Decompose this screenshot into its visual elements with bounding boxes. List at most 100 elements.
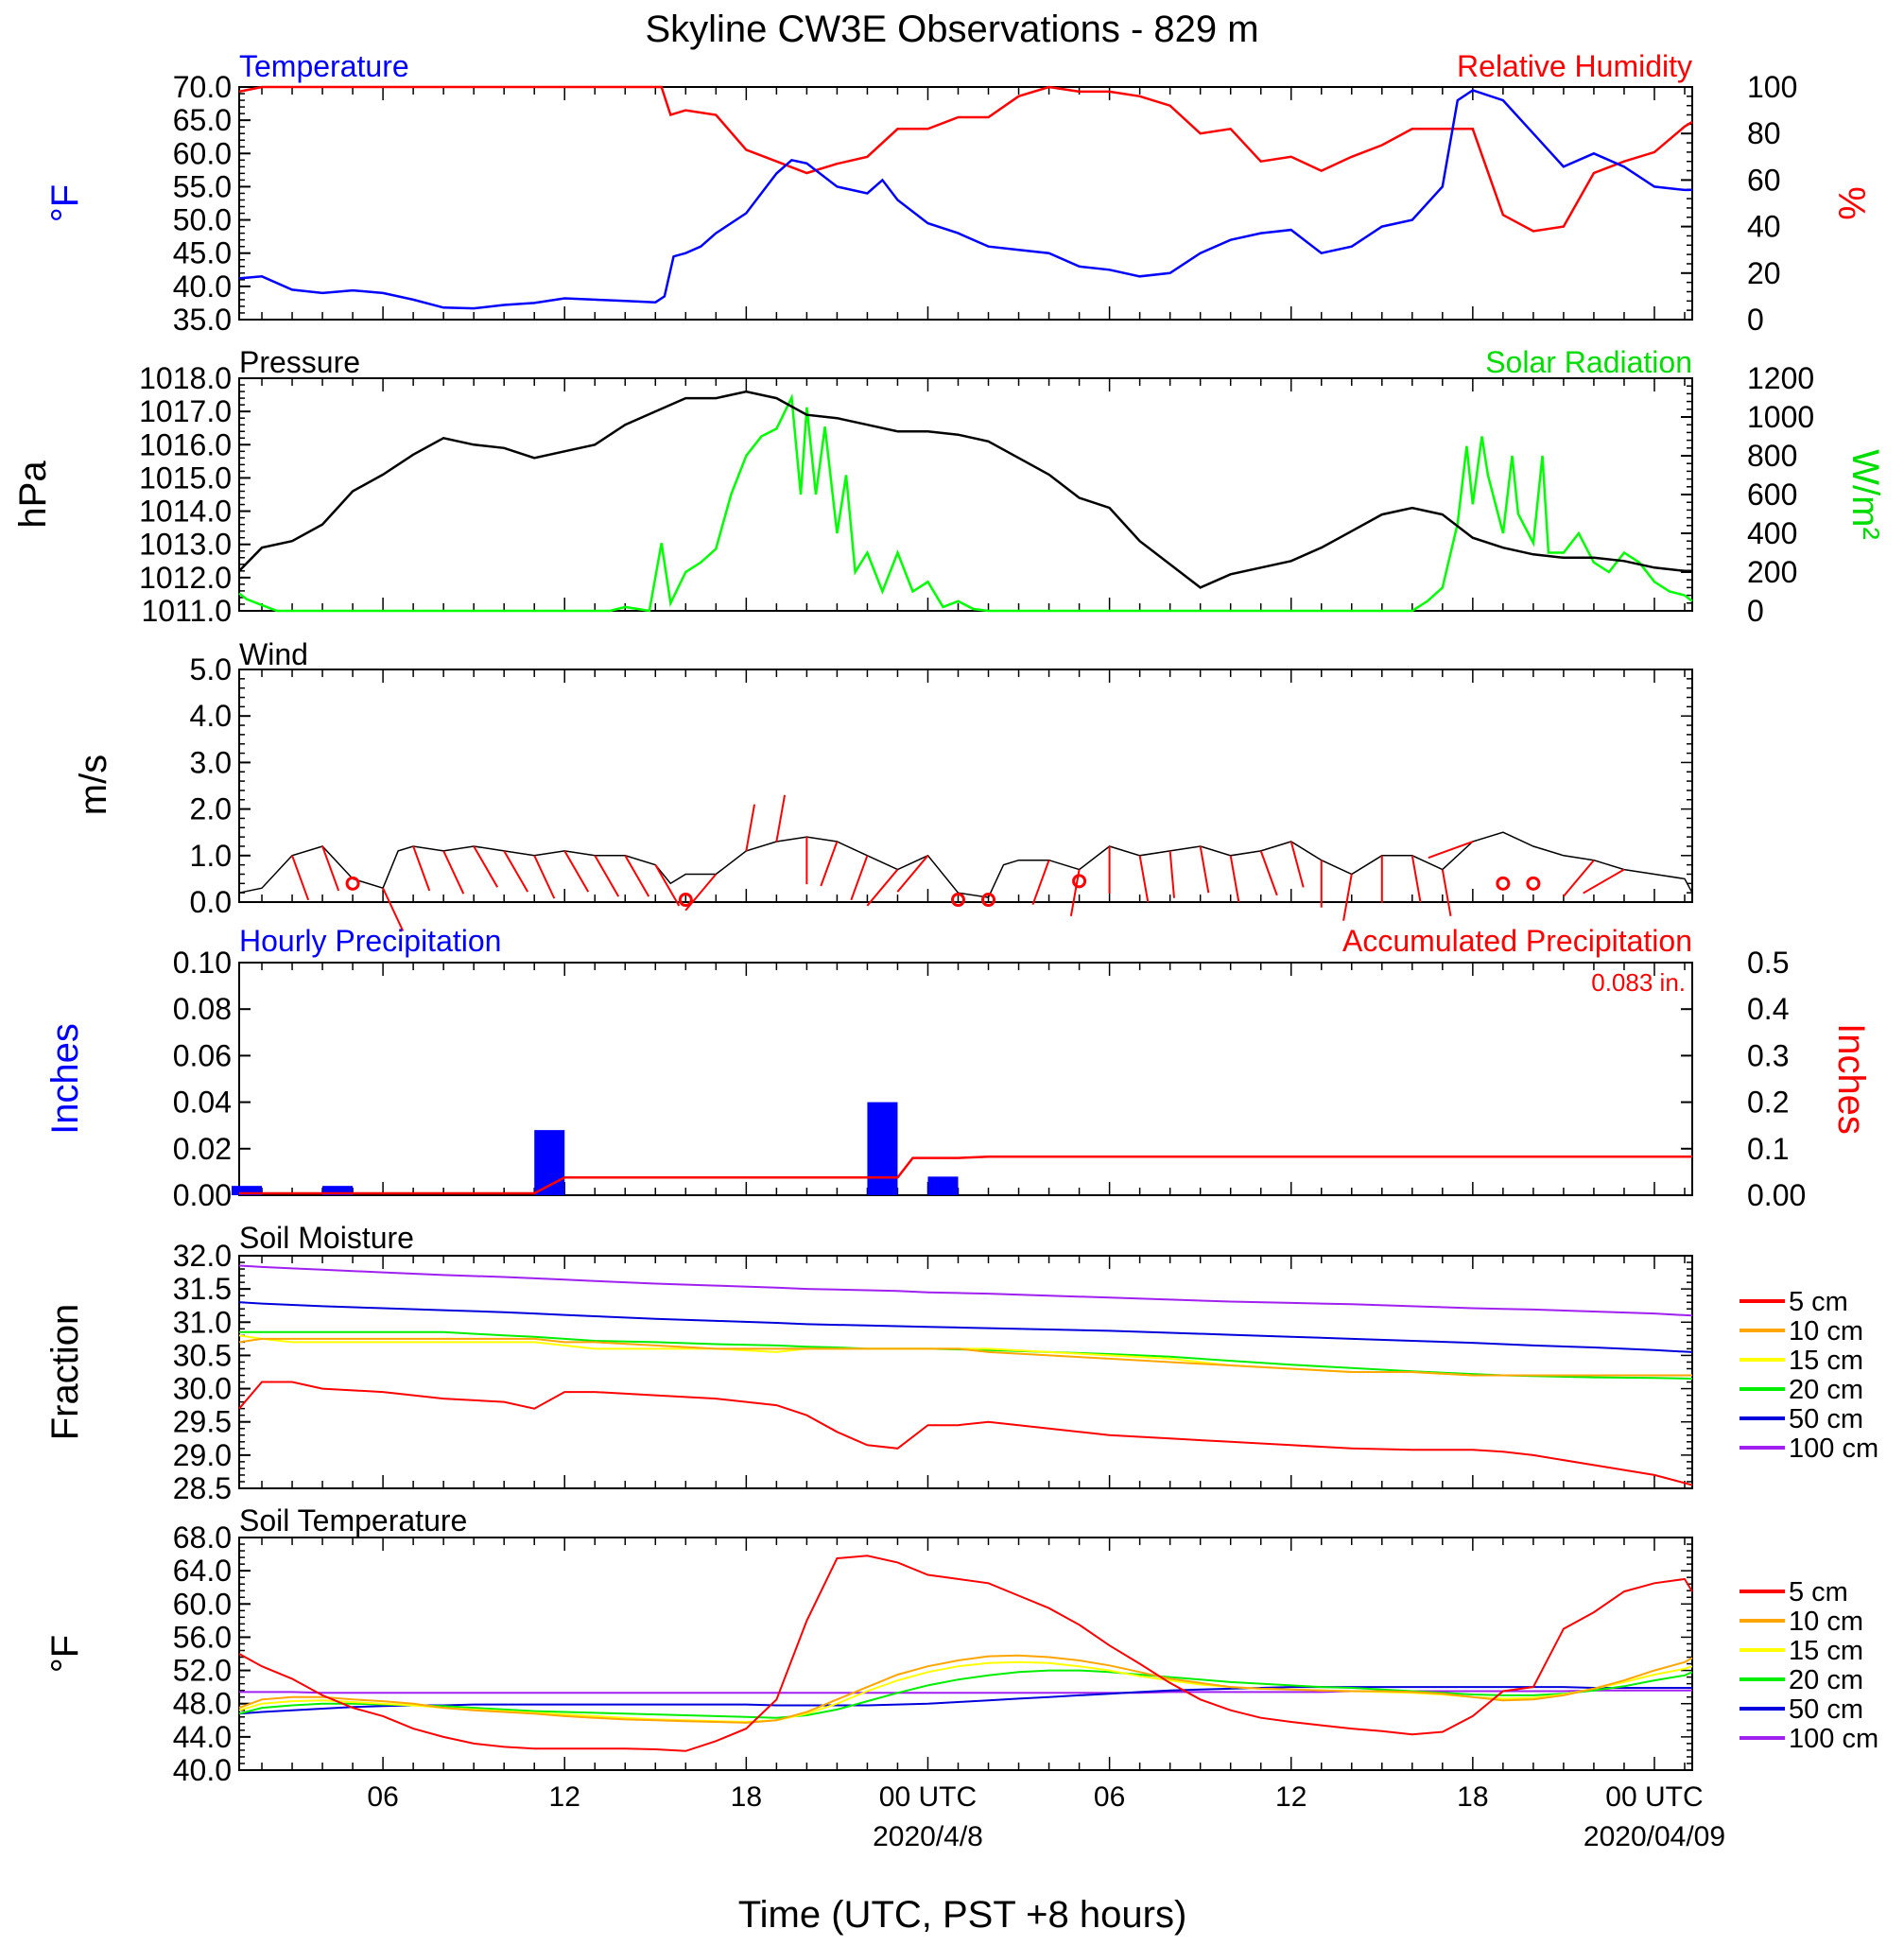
y-tick-label: 0.0	[190, 885, 232, 919]
x-tick-label: 18	[1457, 1781, 1488, 1813]
y-tick-label: 1012.0	[139, 561, 232, 595]
soil-moisture-x-ticks	[261, 1256, 1686, 1488]
y-tick-label: 1013.0	[139, 528, 232, 562]
y-tick-label: 1200	[1747, 361, 1814, 395]
pressure-axis-ticks: 1018.01017.01016.01015.01014.01013.01012…	[139, 361, 251, 628]
y-tick-label: 0.06	[173, 1038, 232, 1072]
wind-barb	[1259, 850, 1278, 896]
accum-precip-unit: Inches	[1830, 1023, 1872, 1135]
soil-moisture-line	[238, 1264, 1693, 1317]
wind-title: Wind	[239, 637, 308, 671]
wind-barb	[382, 887, 405, 931]
y-tick-label: 0.10	[173, 946, 232, 980]
soil-temp-line	[238, 1555, 1693, 1752]
y-tick-label: 48.0	[173, 1687, 232, 1721]
y-tick-label: 1016.0	[139, 427, 232, 461]
y-tick-label: 30.5	[173, 1338, 232, 1372]
y-tick-label: 0.5	[1747, 946, 1789, 980]
soil-moisture-axis-ticks: 32.031.531.030.530.029.529.028.5	[173, 1239, 251, 1505]
temperature-title: Temperature	[239, 49, 409, 83]
y-tick-label: 800	[1747, 439, 1797, 473]
wind-barb	[1563, 860, 1595, 897]
solar-axis-ticks: 1200 1000 800 600 400 200 0	[1681, 361, 1814, 628]
y-tick-label: 29.0	[173, 1438, 232, 1472]
y-tick-label: 1.0	[190, 839, 232, 873]
y-tick-label: 0.3	[1747, 1038, 1789, 1072]
x-axis-title: Time (UTC, PST +8 hours)	[738, 1894, 1187, 1936]
y-tick-label: 65.0	[173, 103, 232, 137]
accum-precip-title: Accumulated Precipitation	[1342, 924, 1692, 958]
wind-barb	[503, 850, 529, 893]
calm-wind-marker	[981, 893, 996, 908]
soil-temp-line	[238, 1686, 1692, 1715]
y-tick-label: 40	[1747, 210, 1781, 244]
legend-label: 15 cm	[1789, 1636, 1863, 1666]
legend-label: 100 cm	[1789, 1433, 1878, 1464]
y-tick-label: 56.0	[173, 1620, 232, 1654]
legend-label: 50 cm	[1789, 1694, 1863, 1725]
wind-right-ticks	[1681, 669, 1692, 903]
wind-barb	[442, 850, 465, 895]
soil-temp-lines	[238, 1555, 1693, 1752]
precip-panel: Hourly Precipitation Accumulated Precipi…	[44, 924, 1872, 1212]
y-tick-label: 55.0	[173, 169, 232, 203]
x-tick-label: 00 UTC	[1605, 1781, 1703, 1813]
wind-barb	[1138, 855, 1150, 903]
y-tick-label: 50.0	[173, 203, 232, 237]
solar-title: Solar Radiation	[1485, 345, 1692, 379]
y-tick-label: 60	[1747, 163, 1781, 197]
pressure-unit: hPa	[12, 460, 54, 529]
wind-barb	[291, 855, 310, 901]
hourly-precip-title: Hourly Precipitation	[239, 924, 501, 958]
temp-rh-panel: Temperature Relative Humidity °F % 70.06…	[44, 49, 1872, 337]
x-tick-label: 00 UTC	[879, 1781, 977, 1813]
y-tick-label: 4.0	[190, 699, 232, 733]
soil-temp-frame	[238, 1537, 1693, 1771]
soil-temp-line	[239, 1689, 1692, 1694]
x-date-label: 2020/4/8	[873, 1821, 983, 1852]
y-tick-label: 35.0	[173, 303, 232, 337]
soil-moisture-frame	[238, 1255, 1693, 1489]
y-tick-label: 100	[1747, 70, 1797, 104]
soil-temp-line	[238, 1654, 1693, 1724]
temperature-axis-ticks: 70.065.060.055.050.045.040.035.0	[173, 70, 251, 337]
x-date-label: 2020/04/09	[1584, 1821, 1725, 1852]
y-tick-label: 1017.0	[139, 394, 232, 428]
wind-barb	[820, 841, 839, 887]
y-tick-label: 600	[1747, 478, 1797, 512]
wind-barb	[896, 855, 929, 893]
wind-barb	[321, 845, 340, 892]
y-tick-label: 1014.0	[139, 495, 232, 529]
y-tick-label: 0.00	[1747, 1178, 1806, 1212]
calm-wind-marker	[345, 876, 360, 891]
wind-barb	[594, 855, 620, 897]
precip-frame	[238, 962, 1693, 1196]
y-tick-label: 70.0	[173, 70, 232, 104]
soil-temp-x-ticks	[261, 1538, 1686, 1770]
wind-barb	[563, 850, 590, 893]
y-tick-label: 0	[1747, 594, 1764, 628]
wind-barb	[412, 845, 431, 892]
wind-barb	[533, 855, 556, 899]
humidity-series-line	[238, 85, 1693, 233]
wind-barb	[850, 855, 869, 901]
y-tick-label: 0.08	[173, 992, 232, 1026]
wind-barb	[1411, 855, 1422, 903]
wind-speed-line	[238, 831, 1693, 898]
y-tick-label: 5.0	[190, 652, 232, 686]
hourly-precip-axis-ticks: 0.10 0.08 0.06 0.04 0.02 0.00	[173, 946, 251, 1212]
temperature-unit: °F	[44, 184, 86, 222]
soil-moisture-right-ticks	[1681, 1255, 1692, 1489]
y-tick-label: 0.4	[1747, 992, 1789, 1026]
y-tick-label: 52.0	[173, 1654, 232, 1688]
y-tick-label: 1018.0	[139, 361, 232, 395]
legend-label: 50 cm	[1789, 1404, 1863, 1434]
calm-wind-marker	[678, 893, 693, 908]
wind-barb	[775, 794, 787, 843]
wind-barb	[1199, 845, 1210, 894]
x-tick-label: 06	[1094, 1781, 1125, 1813]
y-tick-label: 1015.0	[139, 460, 232, 495]
hourly-precip-unit: Inches	[44, 1023, 86, 1135]
